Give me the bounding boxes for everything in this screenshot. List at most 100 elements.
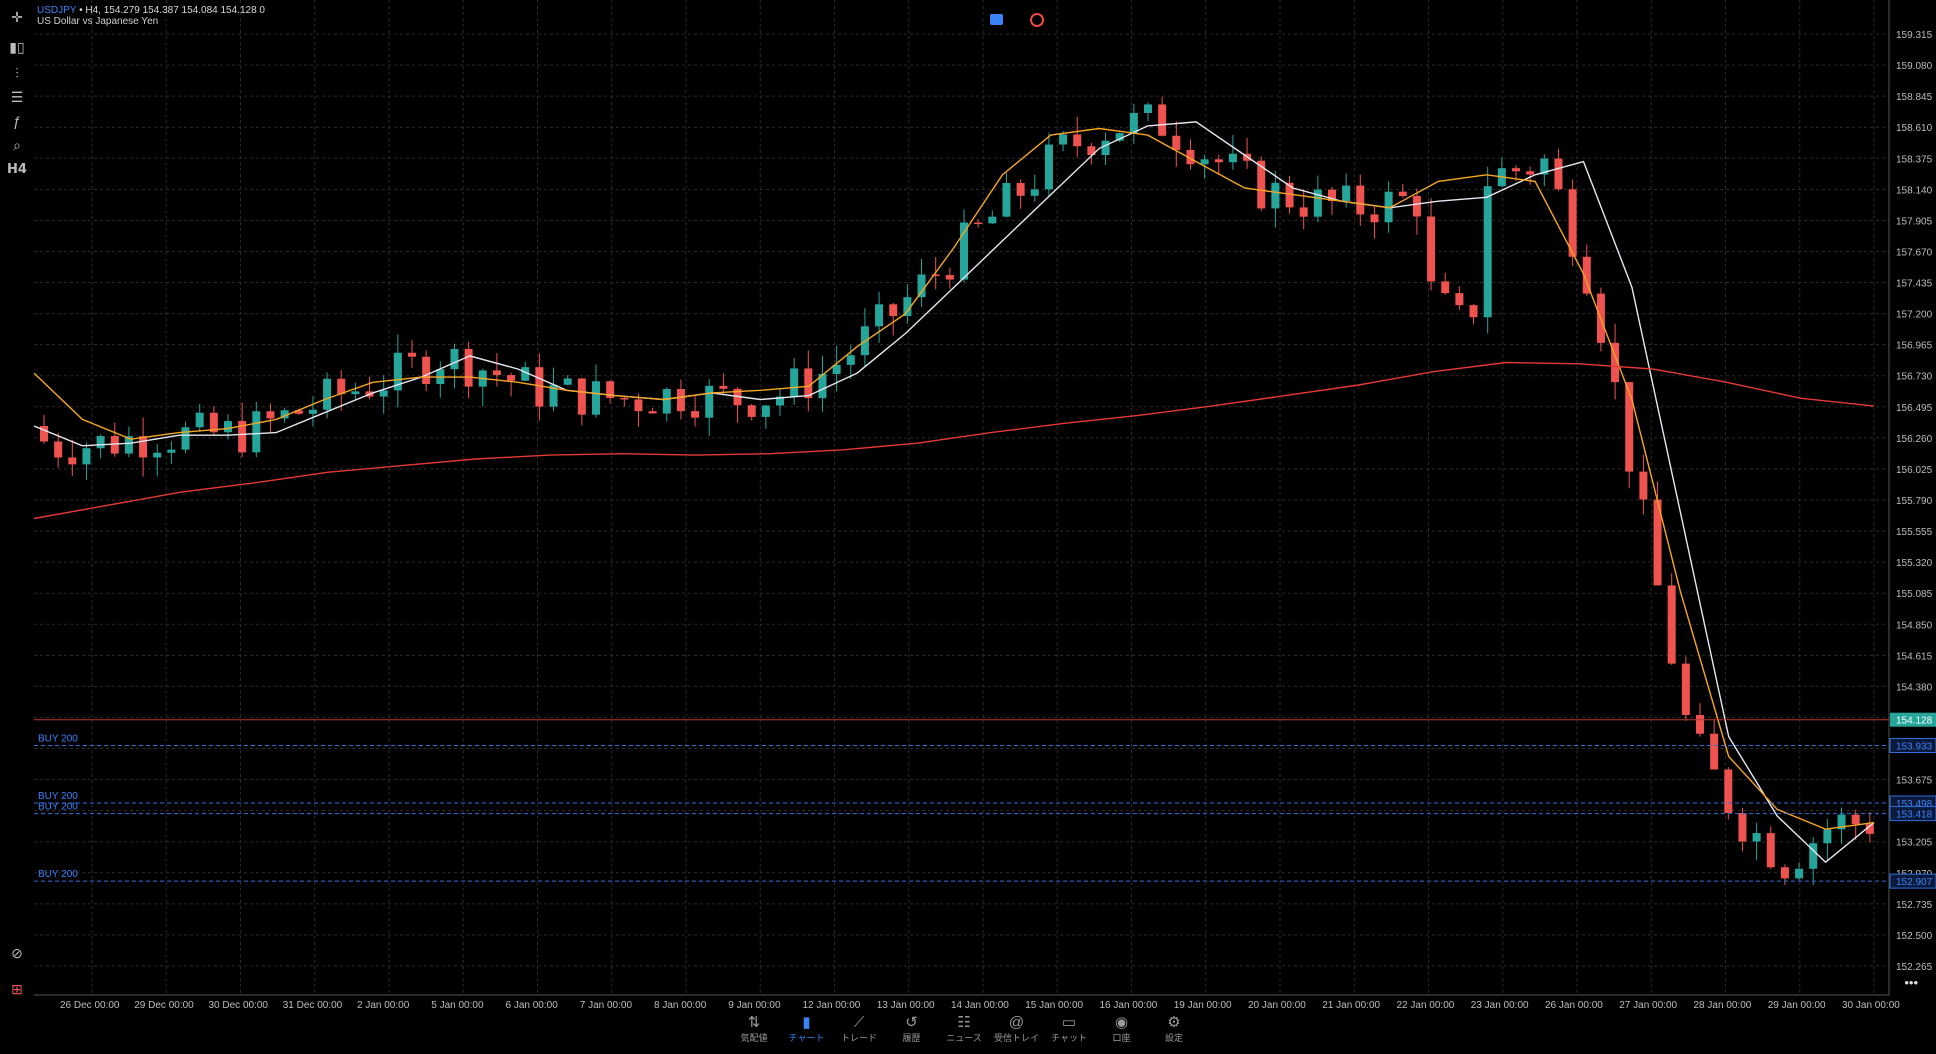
candle-body	[832, 364, 841, 375]
price-axis-label: 155.320	[1896, 558, 1933, 569]
time-axis-label: 21 Jan 00:00	[1322, 1000, 1380, 1011]
candle-body	[1653, 499, 1662, 586]
candle-body	[294, 410, 303, 414]
time-axis-label: 16 Jan 00:00	[1100, 1000, 1158, 1011]
price-axis-label: 153.205	[1896, 838, 1933, 849]
candle-body	[563, 378, 572, 385]
candle-body	[648, 411, 657, 414]
price-axis-label: 158.140	[1896, 185, 1933, 196]
time-axis-label: 19 Jan 00:00	[1174, 1000, 1232, 1011]
more-options-icon[interactable]: •••	[1904, 975, 1918, 990]
mail-icon: @	[1008, 1014, 1025, 1031]
quotes-icon: ⇅	[747, 1014, 761, 1031]
candle-body	[1299, 207, 1308, 217]
candle-body	[1540, 158, 1549, 175]
candle-body	[1582, 256, 1591, 294]
crosshair-icon[interactable]: ✛	[11, 8, 23, 25]
candle-body	[1228, 153, 1237, 163]
candle-body	[1313, 189, 1322, 217]
candle-body	[1200, 159, 1209, 165]
price-axis-label: 155.085	[1896, 589, 1933, 600]
candle-body	[931, 274, 940, 276]
order-label: BUY 200	[38, 791, 78, 802]
nav-label: チャット	[1051, 1034, 1087, 1044]
price-axis-label: 159.080	[1896, 61, 1933, 72]
price-axis-label: 156.965	[1896, 341, 1933, 352]
order-label: BUY 200	[38, 802, 78, 813]
price-axis-label: 157.200	[1896, 310, 1933, 321]
candle-body	[1639, 471, 1648, 500]
price-axis-label: 159.315	[1896, 30, 1933, 41]
candle-body	[535, 367, 544, 407]
candle-body	[804, 368, 813, 399]
chart-background	[34, 0, 1936, 1030]
candle-body	[549, 384, 558, 407]
nav-account[interactable]: ◉ 口座	[1096, 1014, 1148, 1052]
nav-label: 履歴	[902, 1034, 921, 1044]
sliders-icon[interactable]: ☰	[10, 88, 24, 105]
candle-body	[1044, 144, 1053, 190]
time-axis-label: 26 Jan 00:00	[1545, 1000, 1603, 1011]
current-price-label: 154.128	[1896, 716, 1933, 727]
price-axis-label: 154.380	[1896, 682, 1933, 693]
candle-body	[393, 352, 402, 391]
candle-body	[1625, 382, 1634, 472]
nav-settings[interactable]: ⚙ 設定	[1148, 1014, 1200, 1052]
candle-body	[308, 409, 317, 414]
function-icon[interactable]: ƒ	[13, 113, 21, 129]
candle-body	[577, 378, 586, 415]
price-axis-label: 156.260	[1896, 434, 1933, 445]
candle-body	[1780, 867, 1789, 879]
price-axis-label: 152.735	[1896, 900, 1933, 911]
candle-body	[903, 297, 912, 317]
candle-body	[82, 448, 91, 465]
nav-news[interactable]: ☷ ニュース	[938, 1014, 990, 1052]
event-flag-icon	[990, 14, 1003, 25]
candle-body	[917, 274, 926, 298]
candle-body	[620, 397, 629, 400]
time-axis-label: 2 Jan 00:00	[357, 1000, 410, 1011]
candle-body	[1823, 829, 1832, 844]
price-axis-label: 157.670	[1896, 247, 1933, 258]
candle-body	[1285, 182, 1294, 208]
candle-body	[719, 385, 728, 389]
candle-body	[705, 385, 714, 418]
nav-label: 設定	[1164, 1034, 1183, 1044]
candle-body	[875, 304, 884, 327]
candle-body	[1427, 216, 1436, 282]
candle-body	[1115, 133, 1124, 141]
timeframe-button[interactable]: H4	[7, 161, 27, 177]
price-chart[interactable]: 159.315 159.080 158.845 158.610 158.375 158.1…	[34, 0, 1936, 1030]
nav-trade[interactable]: ⟋ トレード	[833, 1014, 885, 1052]
objects-icon[interactable]: ⌕	[13, 136, 21, 153]
candle-body	[634, 399, 643, 412]
candle-body	[1129, 112, 1138, 134]
symbol-name[interactable]: USDJPY	[37, 5, 77, 16]
candle-body	[1469, 305, 1478, 318]
nav-label: 口座	[1112, 1034, 1131, 1044]
nav-history[interactable]: ↺ 履歴	[886, 1014, 938, 1052]
candle-body	[167, 449, 176, 453]
candle-body	[280, 410, 289, 419]
candle-body	[1158, 104, 1167, 136]
candle-body	[1681, 663, 1690, 715]
bottom-nav: ⇅ 気配値 ▮ チャート ⟋ トレード ↺ 履歴 ☷ ニュース @ 受信トレイ ▭ チャット ◉ 口座 ⚙ 設定	[0, 1011, 1936, 1054]
candle-body	[1710, 733, 1719, 770]
indicator-icon[interactable]: ⫶	[15, 64, 19, 81]
candle-body	[1441, 281, 1450, 294]
nav-label: 受信トレイ	[993, 1034, 1039, 1044]
quick-trade-icon[interactable]: ⊘	[11, 944, 23, 961]
add-chart-icon[interactable]: ⊞	[11, 980, 23, 997]
candle-body	[266, 411, 275, 419]
nav-chart[interactable]: ▮ チャート	[781, 1014, 833, 1052]
candle-body	[676, 389, 685, 412]
nav-quotes[interactable]: ⇅ 気配値	[728, 1014, 780, 1052]
trade-icon: ⟋	[853, 1014, 865, 1031]
ma-slow-line	[34, 361, 1875, 520]
nav-mail[interactable]: @ 受信トレイ	[991, 1014, 1043, 1052]
candles-icon[interactable]: ▮▯	[9, 38, 25, 55]
candle-body	[181, 427, 190, 450]
nav-chat[interactable]: ▭ チャット	[1043, 1014, 1095, 1052]
chart-canvas[interactable]: 159.315 159.080 158.845 158.610 158.375 158.1…	[34, 0, 1936, 1030]
